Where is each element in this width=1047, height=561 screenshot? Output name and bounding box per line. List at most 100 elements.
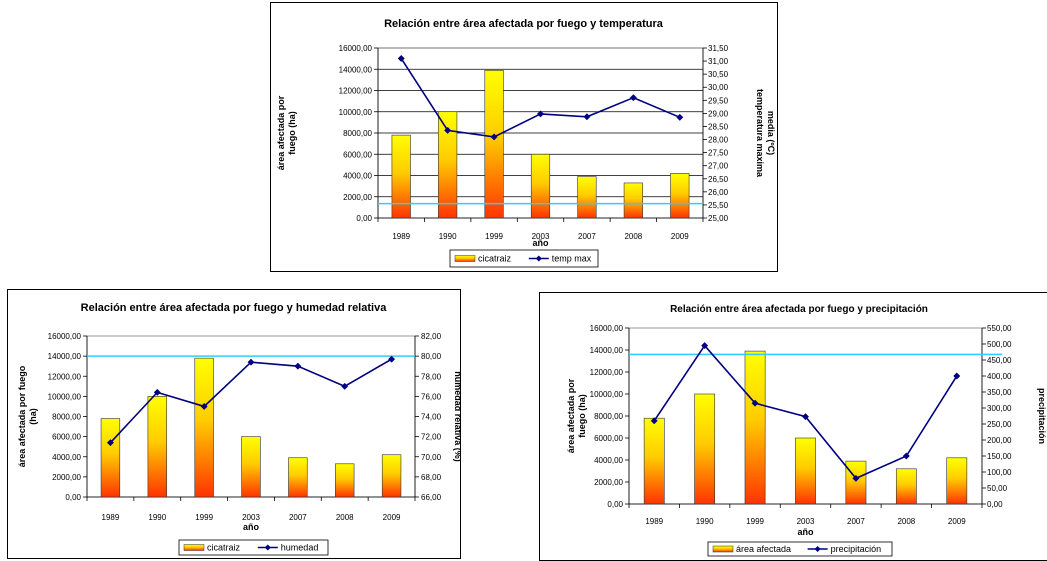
y-tick-label: 14000,00 (48, 352, 82, 361)
y2-tick-label: 72,00 (421, 433, 442, 442)
y-tick-label: 6000,00 (594, 434, 623, 443)
y-tick-label: 6000,00 (343, 150, 372, 159)
bar-2008 (335, 463, 355, 498)
x-tick-label: 2008 (624, 232, 642, 241)
legend-swatch-bar (454, 255, 476, 262)
x-tick-label: 1989 (645, 517, 663, 526)
y2-tick-label: 25,50 (708, 201, 729, 210)
y2-tick-label: 31,00 (708, 57, 729, 66)
line-point-2003 (247, 358, 255, 366)
chart-precipitacion: Relación entre área afectada por fuego y… (539, 292, 1047, 561)
y2-tick-label: 450,00 (987, 356, 1012, 365)
y-tick-label: 8000,00 (343, 129, 372, 138)
x-tick-label: 1999 (485, 232, 503, 241)
y2-tick-label: 100,00 (987, 468, 1012, 477)
legend-label-bar: área afectada (736, 544, 791, 554)
bar-2007 (288, 457, 308, 498)
bar-1999 (194, 357, 214, 498)
bar-2009 (946, 457, 968, 505)
y-tick-label: 8000,00 (594, 412, 623, 421)
y2-tick-label: 25,00 (708, 214, 729, 223)
legend: cicatraiz humedad (178, 539, 329, 556)
y2-tick-label: 550,00 (987, 324, 1012, 333)
y-tick-label: 12000,00 (590, 368, 624, 377)
y-tick-label: 4000,00 (594, 456, 623, 465)
x-tick-label: 1999 (195, 513, 213, 522)
y2-tick-label: 76,00 (421, 392, 442, 401)
y2-tick-label: 200,00 (987, 436, 1012, 445)
bar-2008 (623, 182, 643, 219)
y2-tick-label: 50,00 (987, 484, 1008, 493)
x-tick-label: 1990 (439, 232, 457, 241)
y-tick-label: 0,00 (356, 214, 372, 223)
bar-1989 (391, 134, 411, 219)
line-point-2007 (583, 113, 591, 121)
y-tick-label: 0,00 (65, 493, 81, 502)
bar-1999 (484, 70, 504, 219)
bar-2008 (895, 468, 917, 505)
y2-axis-label: humedad relativa (%) (453, 371, 461, 462)
line-point-2007 (852, 474, 860, 482)
y-tick-label: 14000,00 (339, 65, 373, 74)
y-axis-label: área afectada porfuego (ha) (566, 378, 587, 453)
y-tick-label: 16000,00 (590, 324, 624, 333)
x-tick-label: 1989 (392, 232, 410, 241)
y-tick-label: 2000,00 (52, 473, 81, 482)
x-tick-label: 2008 (336, 513, 354, 522)
x-tick-label: 1990 (696, 517, 714, 526)
chart-humedad: Relación entre área afectada por fuego y… (7, 289, 461, 559)
y-tick-label: 10000,00 (590, 390, 624, 399)
chart-frame (7, 289, 461, 559)
y2-tick-label: 300,00 (987, 404, 1012, 413)
line-point-2009 (388, 355, 396, 363)
y-tick-label: 10000,00 (48, 392, 82, 401)
y2-tick-label: 66,00 (421, 493, 442, 502)
y2-tick-label: 30,00 (708, 83, 729, 92)
legend-marker (814, 546, 821, 552)
y-tick-label: 16000,00 (48, 332, 82, 341)
bar-2007 (845, 460, 867, 505)
y-tick-label: 4000,00 (343, 172, 372, 181)
y2-tick-label: 400,00 (987, 372, 1012, 381)
bar-2003 (795, 437, 816, 505)
y2-tick-label: 26,00 (708, 188, 729, 197)
y2-tick-label: 0,00 (987, 500, 1003, 509)
y-tick-label: 8000,00 (52, 413, 81, 422)
line-point-1999 (490, 133, 498, 141)
line-point-2009 (953, 372, 961, 380)
x-axis-label: año (532, 238, 549, 248)
bar-1990 (147, 396, 167, 498)
x-axis-label: año (243, 522, 260, 532)
legend-label-bar: cicatraiz (478, 254, 512, 264)
bar-1999 (744, 350, 766, 505)
bar-2009 (670, 173, 690, 219)
chart-title: Relación entre área afectada por fuego y… (384, 18, 664, 30)
line-point-1989 (397, 54, 405, 63)
y2-tick-label: 74,00 (421, 413, 442, 422)
x-axis-label: año (797, 527, 814, 537)
line-point-2008 (341, 382, 349, 390)
y-tick-label: 10000,00 (339, 108, 373, 117)
y2-axis-label: temperatura maximamedia (ºC) (755, 89, 776, 178)
legend-label-line: temp max (552, 254, 592, 264)
bar-2007 (577, 176, 597, 219)
line-point-1999 (751, 399, 759, 407)
x-tick-label: 2007 (289, 513, 307, 522)
y2-tick-label: 250,00 (987, 420, 1012, 429)
bar-1989 (643, 417, 665, 505)
line-point-2008 (629, 94, 637, 102)
x-tick-label: 2007 (847, 517, 865, 526)
y-tick-label: 2000,00 (594, 478, 623, 487)
legend-label-line: precipitación (831, 544, 882, 554)
line-point-1990 (444, 126, 452, 134)
legend-box (178, 539, 329, 556)
y2-tick-label: 29,50 (708, 96, 729, 105)
legend-swatch-bar (183, 544, 205, 551)
y-tick-label: 12000,00 (339, 87, 373, 96)
y2-tick-label: 78,00 (421, 372, 442, 381)
x-tick-label: 2008 (897, 517, 915, 526)
legend: cicatraiz temp max (449, 249, 599, 268)
legend: área afectada precipitación (707, 541, 893, 557)
y2-tick-label: 31,50 (708, 44, 729, 53)
y2-tick-label: 30,50 (708, 70, 729, 79)
